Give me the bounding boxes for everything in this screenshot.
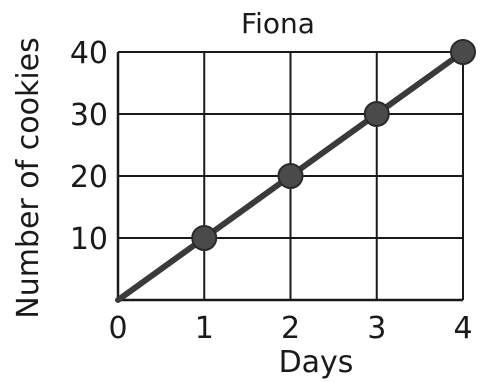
data-point xyxy=(277,163,304,189)
x-tick-label: 2 xyxy=(281,311,300,346)
data-point xyxy=(191,225,218,251)
y-tick-label: 30 xyxy=(70,98,108,133)
y-tick-label: 40 xyxy=(70,36,108,71)
x-tick-label: 0 xyxy=(108,311,127,346)
y-axis-title: Number of cookies xyxy=(11,37,46,319)
x-tick-label: 4 xyxy=(453,311,472,346)
x-tick-labels: 0 1 2 3 4 xyxy=(108,311,472,346)
data-point xyxy=(363,101,390,127)
x-axis-title: Days xyxy=(279,345,354,380)
data-points xyxy=(191,39,476,251)
data-point xyxy=(450,39,476,65)
x-tick-label: 1 xyxy=(195,311,214,346)
x-tick-label: 3 xyxy=(367,311,386,346)
y-tick-labels: 10 20 30 40 xyxy=(70,36,108,257)
y-tick-label: 10 xyxy=(70,222,108,257)
chart-title: Fiona xyxy=(241,7,315,40)
y-tick-label: 20 xyxy=(70,160,108,195)
